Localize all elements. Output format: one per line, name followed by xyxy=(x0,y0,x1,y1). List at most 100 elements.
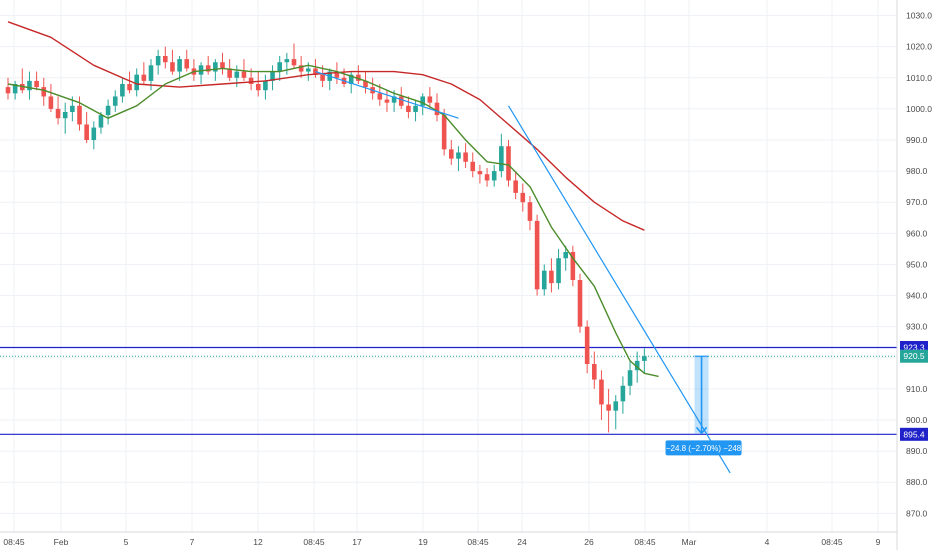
candle-body xyxy=(263,80,268,91)
candle-body xyxy=(441,115,447,150)
x-tick-label: 12 xyxy=(253,537,263,547)
price-axis: 870.0880.0890.0900.0910.0920.0930.0940.0… xyxy=(896,0,932,550)
candle-body xyxy=(27,80,32,91)
candle-body xyxy=(570,252,576,280)
x-tick-label: 4 xyxy=(765,537,770,547)
candle-body xyxy=(556,258,561,284)
candle-body xyxy=(606,404,611,411)
price-label: 923.3 xyxy=(903,343,925,353)
y-tick-label: 950.0 xyxy=(906,259,928,269)
candle-body xyxy=(170,62,175,72)
x-tick-label: 7 xyxy=(190,537,195,547)
y-tick-label: 930.0 xyxy=(906,322,928,332)
candle-body xyxy=(298,65,304,72)
price-label: 895.4 xyxy=(903,429,925,439)
candle-body xyxy=(127,84,132,91)
moving-averages xyxy=(7,21,659,378)
moving-average-slow xyxy=(7,21,645,231)
candle-body xyxy=(334,71,340,78)
candle-body xyxy=(592,364,597,380)
candle-body xyxy=(163,56,168,63)
candle-body xyxy=(391,96,397,103)
candle-body xyxy=(320,74,325,81)
candle-body xyxy=(41,87,47,97)
candle-body xyxy=(420,96,425,106)
y-tick-label: 910.0 xyxy=(906,384,928,394)
candle-body xyxy=(398,96,404,106)
time-axis: 08:45 Feb 5 7 12 08:45 17 19 08:45 24 26 08:45 Mar 4 0… xyxy=(0,531,897,547)
trend-line[interactable] xyxy=(507,105,731,474)
candle-body xyxy=(620,385,626,402)
x-tick-label: 9 xyxy=(876,537,881,547)
y-tick-label: 890.0 xyxy=(906,446,928,456)
candle-body xyxy=(34,80,39,88)
candle-body xyxy=(84,124,89,140)
candle-body xyxy=(270,71,275,81)
y-tick-label: 1000.0 xyxy=(906,104,932,114)
candle-body xyxy=(434,102,440,116)
x-tick-label: 5 xyxy=(124,537,129,547)
candle-body xyxy=(120,84,125,97)
candle-body xyxy=(384,99,390,103)
candle-body xyxy=(506,146,511,181)
candle-body xyxy=(241,71,247,78)
candle-body xyxy=(534,220,540,290)
candle-body xyxy=(642,356,647,361)
candle-body xyxy=(541,270,547,290)
trend-line[interactable] xyxy=(315,70,459,119)
candle-body xyxy=(291,59,297,66)
x-tick-label: Mar xyxy=(682,537,697,547)
candle-body xyxy=(563,252,568,259)
measure-label-box xyxy=(665,440,742,456)
candle-body xyxy=(177,59,182,72)
candle-body xyxy=(48,96,54,109)
candle-body xyxy=(112,96,118,106)
y-tick-label: 1020.0 xyxy=(906,42,932,52)
candle-body xyxy=(363,80,368,88)
candles xyxy=(5,43,647,433)
x-tick-label: 19 xyxy=(418,537,428,547)
candle-body xyxy=(470,161,476,172)
y-tick-label: 880.0 xyxy=(906,477,928,487)
candle-body xyxy=(613,401,619,411)
candle-body xyxy=(463,152,468,162)
x-tick-label: 08:45 xyxy=(303,537,325,547)
y-tick-label: 940.0 xyxy=(906,291,928,301)
x-tick-label: 17 xyxy=(352,537,362,547)
candle-body xyxy=(141,74,147,81)
x-tick-label: 08:45 xyxy=(821,537,843,547)
last-price-label: 920.5 xyxy=(903,351,925,361)
y-tick-label: 960.0 xyxy=(906,228,928,238)
candle-body xyxy=(584,326,590,364)
candle-body xyxy=(599,379,604,405)
x-tick-label: Feb xyxy=(54,537,69,547)
grid xyxy=(0,0,896,532)
candle-body xyxy=(5,87,11,94)
candle-body xyxy=(91,127,97,140)
x-tick-label: 08:45 xyxy=(3,537,25,547)
candle-body xyxy=(520,192,526,203)
y-tick-label: 870.0 xyxy=(906,508,928,518)
candle-body xyxy=(484,174,490,181)
candle-body xyxy=(255,84,261,91)
candle-body xyxy=(134,74,139,91)
last-price-label-box xyxy=(900,349,928,363)
candle-body xyxy=(527,202,533,221)
candle-body xyxy=(627,370,633,386)
price-label-box xyxy=(900,427,928,441)
y-tick-label: 980.0 xyxy=(906,166,928,176)
y-tick-label: 1030.0 xyxy=(906,11,932,21)
y-tick-label: 1010.0 xyxy=(906,73,932,83)
candle-body xyxy=(513,180,518,193)
horizontal-lines xyxy=(0,346,897,435)
y-tick-label: 970.0 xyxy=(906,197,928,207)
candle-body xyxy=(577,280,583,327)
y-tick-label: 990.0 xyxy=(906,135,928,145)
candle-body xyxy=(105,105,111,116)
candle-body xyxy=(220,62,225,69)
candle-body xyxy=(155,56,161,66)
candle-body xyxy=(205,65,211,72)
candle-body xyxy=(234,71,240,78)
